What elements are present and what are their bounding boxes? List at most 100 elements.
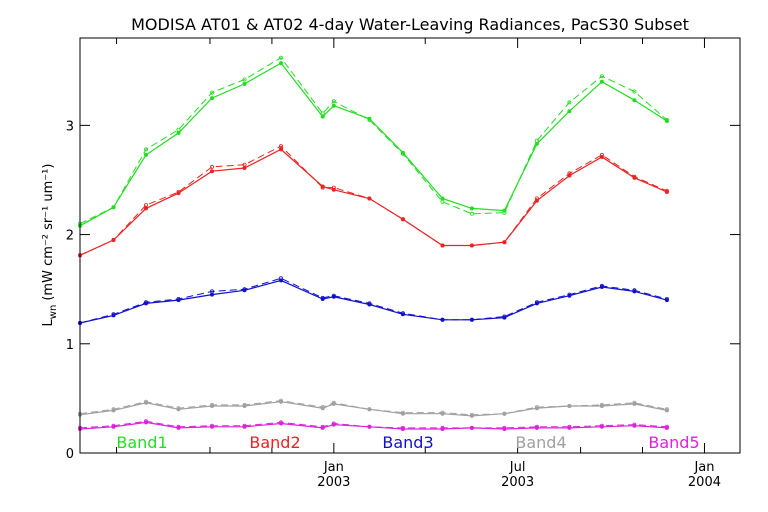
data-point-dashed-band3	[143, 300, 148, 305]
data-point-dashed-band4	[400, 410, 405, 415]
data-point-dashed-band3	[331, 293, 336, 298]
y-axis-label-units: (mW cm⁻² sr⁻¹ um⁻¹)	[41, 164, 56, 301]
x-tick-label-year: 2003	[501, 475, 534, 490]
data-point-dashed-band4	[176, 406, 181, 411]
data-point-dashed-band1	[278, 55, 283, 60]
data-point-dashed-band5	[111, 423, 116, 428]
data-point-dashed-band3	[664, 296, 669, 301]
data-point-dashed-band5	[469, 425, 474, 430]
data-point-dashed-band3	[567, 292, 572, 297]
data-point-dashed-band4	[278, 398, 283, 403]
data-point-band3	[144, 301, 148, 306]
data-point-band3	[320, 297, 325, 301]
data-point-dashed-band2	[143, 203, 148, 208]
data-point-band5	[176, 425, 181, 430]
data-point-band3	[210, 292, 214, 297]
data-point-dashed-band4	[331, 400, 336, 405]
data-point-band4	[400, 411, 405, 416]
data-point-dashed-band4	[632, 400, 637, 405]
data-point-dashed-band2	[400, 217, 405, 222]
data-point-dashed-band2	[331, 185, 336, 190]
data-point-dashed-band3	[278, 276, 283, 281]
x-tick-label-year: 2003	[317, 475, 350, 490]
y-tick-label: 0	[66, 447, 74, 462]
data-point-dashed-band1	[632, 89, 637, 94]
data-point-band4	[664, 408, 669, 413]
data-point-dashed-band3	[320, 295, 325, 300]
data-point-dashed-band3	[534, 300, 539, 305]
data-point-dashed-band3	[632, 288, 637, 293]
data-point-dashed-band5	[664, 424, 669, 429]
data-point-band5	[440, 427, 445, 431]
series-band1	[78, 55, 669, 228]
data-point-dashed-band3	[242, 287, 247, 292]
data-point-dashed-band1	[209, 90, 214, 95]
data-point-dashed-band4	[209, 402, 214, 407]
data-point-dashed-band3	[111, 312, 116, 317]
data-point-band2	[664, 190, 669, 194]
data-point-band5	[242, 424, 247, 429]
data-point-band1	[599, 79, 604, 84]
x-tick-label-year: 2004	[688, 475, 721, 490]
data-point-band5	[664, 425, 669, 430]
data-point-dashed-band4	[664, 407, 669, 412]
data-point-dashed-band4	[111, 407, 116, 412]
data-point-dashed-band2	[440, 243, 445, 248]
data-point-dashed-band3	[440, 317, 445, 322]
data-point-band5	[632, 423, 637, 428]
data-point-dashed-band4	[599, 402, 604, 407]
data-point-dashed-band4	[242, 402, 247, 407]
data-point-band4	[176, 407, 181, 412]
data-point-dashed-band1	[111, 205, 116, 210]
data-point-band3	[242, 288, 247, 293]
data-point-band5	[210, 424, 214, 429]
data-point-band1	[331, 103, 336, 108]
data-point-dashed-band4	[440, 410, 445, 415]
data-point-dashed-band5	[331, 421, 336, 426]
data-point-dashed-band2	[632, 174, 637, 179]
y-axis-label-main: L	[41, 318, 56, 326]
data-point-dashed-band2	[567, 171, 572, 176]
data-point-dashed-band1	[440, 199, 445, 204]
data-point-dashed-band2	[176, 189, 181, 194]
data-point-band1	[210, 96, 214, 101]
data-point-dashed-band5	[176, 424, 181, 429]
data-point-dashed-band4	[534, 405, 539, 410]
data-point-dashed-band2	[209, 164, 214, 169]
data-point-band3	[632, 289, 637, 294]
plot-area	[78, 55, 669, 431]
chart-title: MODISA AT01 & AT02 4-day Water-Leaving R…	[131, 15, 689, 34]
legend-label-band3: Band3	[382, 433, 433, 452]
data-point-dashed-band2	[242, 162, 247, 167]
data-point-band5	[279, 421, 283, 426]
data-point-dashed-band3	[176, 296, 181, 301]
data-point-band4	[144, 400, 148, 405]
data-point-dashed-band3	[599, 283, 604, 288]
data-point-dashed-band1	[176, 127, 181, 132]
data-point-dashed-band3	[469, 317, 474, 322]
data-point-band2	[279, 147, 283, 152]
data-point-band5	[331, 422, 336, 427]
data-point-dashed-band1	[143, 147, 148, 152]
data-point-band1	[279, 61, 283, 66]
data-point-band2	[176, 191, 181, 196]
data-point-band1	[632, 98, 637, 103]
data-point-dashed-band5	[632, 422, 637, 427]
data-point-band5	[400, 427, 405, 431]
data-point-dashed-band5	[502, 425, 507, 430]
svg-text:Lwn(mW cm⁻² sr⁻¹ um⁻¹): Lwn (mW cm⁻² sr⁻¹ um⁻¹)	[41, 164, 59, 327]
x-tick-label-month: Jan	[323, 460, 344, 475]
data-point-dashed-band2	[320, 185, 325, 190]
legend: Band1 Band2 Band3 Band4 Band5	[116, 433, 699, 452]
data-point-band4	[440, 411, 445, 416]
y-axis-title: Lwn (mW cm⁻² sr⁻¹ um⁻¹)	[41, 164, 59, 327]
data-point-band3	[502, 315, 507, 320]
data-point-band1	[664, 119, 669, 123]
data-point-dashed-band5	[400, 425, 405, 430]
data-point-dashed-band1	[534, 138, 539, 143]
legend-label-band4: Band4	[515, 433, 566, 452]
data-point-dashed-band5	[143, 419, 148, 424]
data-point-band1	[440, 196, 445, 201]
data-point-dashed-band5	[278, 420, 283, 425]
